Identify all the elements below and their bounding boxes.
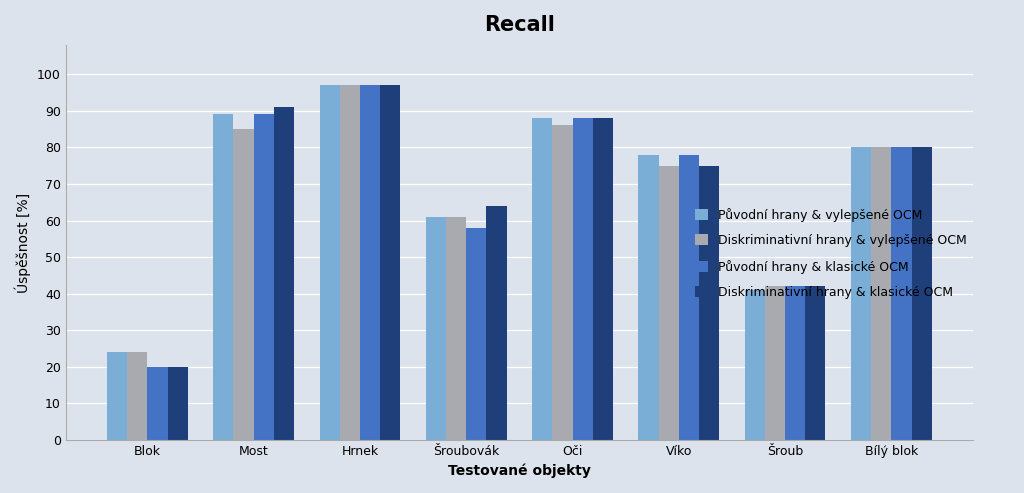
Bar [699, 166, 719, 440]
Bar [658, 166, 679, 440]
Title: Recall: Recall [484, 15, 555, 35]
Bar [911, 147, 932, 440]
Bar [552, 125, 572, 440]
Bar [638, 155, 658, 440]
Bar [785, 286, 805, 440]
X-axis label: Testované objekty: Testované objekty [447, 463, 591, 478]
Bar [805, 286, 825, 440]
Legend: Původní hrany & vylepšené OCM, Diskriminativní hrany & vylepšené OCM, Původní hr: Původní hrany & vylepšené OCM, Diskrimin… [689, 201, 973, 305]
Bar [891, 147, 911, 440]
Bar [446, 217, 466, 440]
Bar [319, 85, 340, 440]
Bar [147, 367, 168, 440]
Bar [466, 228, 486, 440]
Bar [593, 118, 613, 440]
Bar [426, 217, 446, 440]
Bar [744, 290, 765, 440]
Bar [273, 107, 294, 440]
Bar [168, 367, 187, 440]
Bar [679, 155, 699, 440]
Bar [851, 147, 871, 440]
Bar [765, 286, 785, 440]
Bar [572, 118, 593, 440]
Bar [871, 147, 891, 440]
Y-axis label: Úspěšnost [%]: Úspěšnost [%] [15, 192, 32, 292]
Bar [254, 114, 273, 440]
Bar [340, 85, 360, 440]
Bar [380, 85, 400, 440]
Bar [127, 352, 147, 440]
Bar [360, 85, 380, 440]
Bar [486, 206, 507, 440]
Bar [108, 352, 127, 440]
Bar [213, 114, 233, 440]
Bar [233, 129, 254, 440]
Bar [532, 118, 552, 440]
